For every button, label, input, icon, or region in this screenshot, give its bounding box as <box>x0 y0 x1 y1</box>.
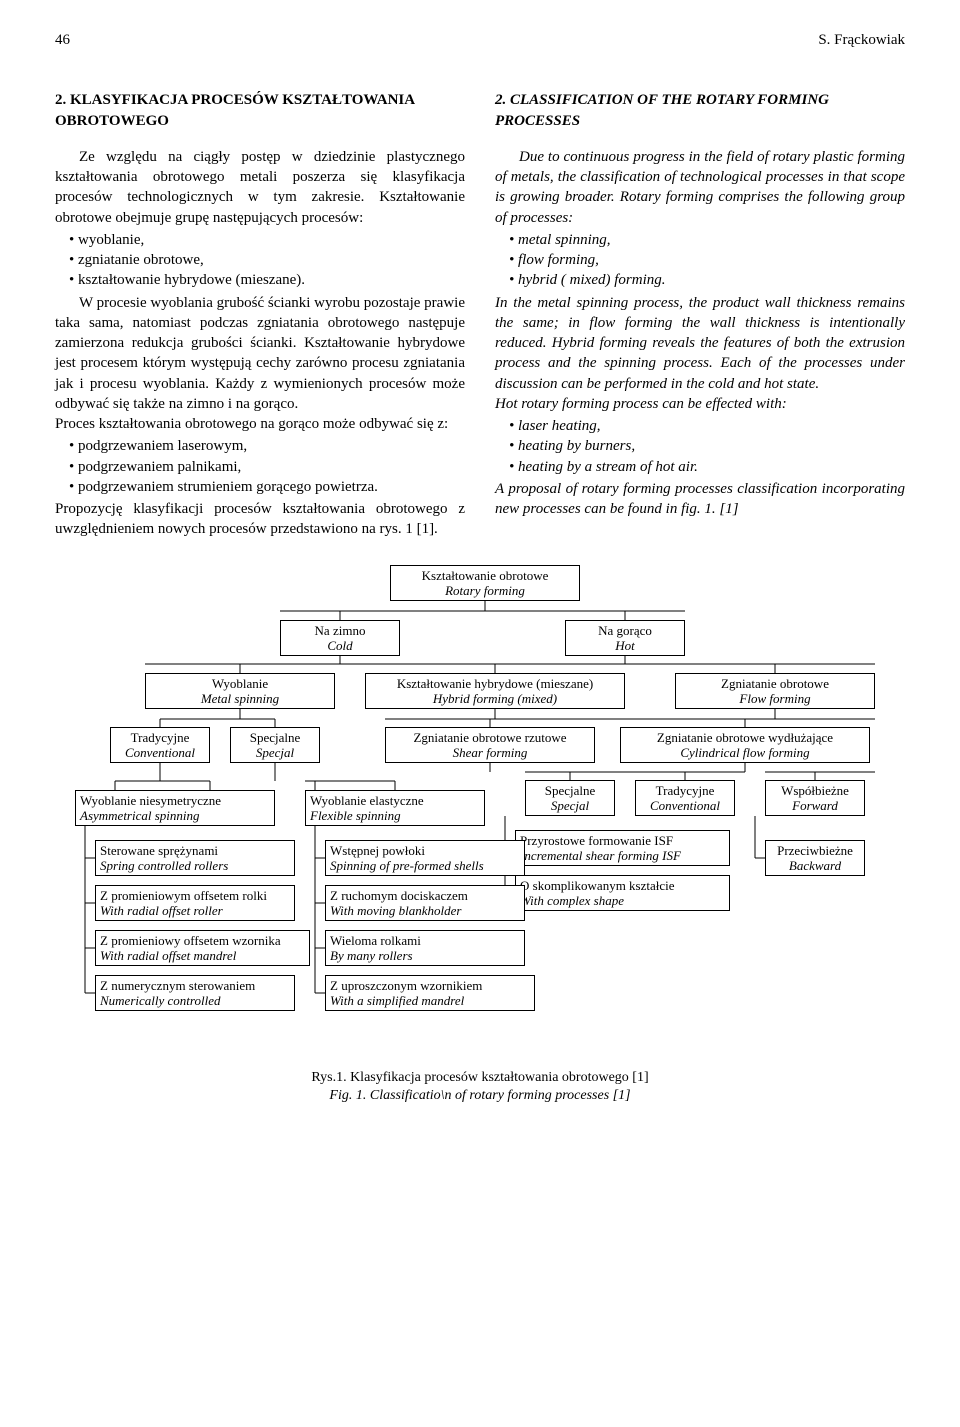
flowchart-node-asym: Wyoblanie niesymetryczneAsymmetrical spi… <box>75 790 275 826</box>
left-bullets2: podgrzewaniem laserowym, podgrzewaniem p… <box>55 436 465 497</box>
flowchart-node-metal: WyoblanieMetal spinning <box>145 673 335 709</box>
left-p2: W procesie wyoblania grubość ścianki wyr… <box>55 293 465 415</box>
figure-caption: Rys.1. Klasyfikacja procesów kształtowan… <box>55 1069 905 1107</box>
flowchart-node-root: Kształtowanie obrotoweRotary forming <box>390 565 580 601</box>
flowchart-node-cyl: Zgniatanie obrotowe wydłużająceCylindric… <box>620 727 870 763</box>
list-item: zgniatanie obrotowe, <box>83 250 465 270</box>
right-p2: In the metal spinning process, the produ… <box>495 293 905 394</box>
caption-line2: Fig. 1. Classificatio\n of rotary formin… <box>55 1087 905 1106</box>
author-name: S. Frąckowiak <box>818 30 905 50</box>
classification-flowchart: Kształtowanie obrotoweRotary forming Na z… <box>55 565 905 1055</box>
flowchart-node-trad: TradycyjneConventional <box>110 727 210 763</box>
left-p1: Ze względu na ciągły postęp w dziedzinie… <box>55 147 465 228</box>
caption-line1: Rys.1. Klasyfikacja procesów kształtowan… <box>55 1069 905 1088</box>
flowchart-node-flow: Zgniatanie obrotoweFlow forming <box>675 673 875 709</box>
left-column: 2. KLASYFIKACJA PROCESÓW KSZTAŁTOWANIA O… <box>55 90 465 539</box>
left-heading: 2. KLASYFIKACJA PROCESÓW KSZTAŁTOWANIA O… <box>55 90 465 131</box>
right-p3: Hot rotary forming process can be effect… <box>495 394 905 414</box>
page-header: 46 S. Frąckowiak <box>55 30 905 50</box>
page-number: 46 <box>55 30 70 50</box>
left-bullets1: wyoblanie, zgniatanie obrotowe, kształto… <box>55 230 465 291</box>
flowchart-node-spec2: SpecjalneSpecjal <box>525 780 615 816</box>
right-bullets2: laser heating, heating by burners, heati… <box>495 416 905 477</box>
right-p4: A proposal of rotary forming processes c… <box>495 479 905 520</box>
list-item: podgrzewaniem laserowym, <box>83 436 465 456</box>
right-bullets1: metal spinning, flow forming, hybrid ( m… <box>495 230 905 291</box>
flowchart-node-many: Wieloma rolkamiBy many rollers <box>325 930 525 966</box>
flowchart-node-shear: Zgniatanie obrotowe rzutoweShear forming <box>385 727 595 763</box>
flowchart-node-simp: Z uproszczonym wzornikiemWith a simplifi… <box>325 975 535 1011</box>
list-item: kształtowanie hybrydowe (mieszane). <box>83 270 465 290</box>
list-item: heating by a stream of hot air. <box>523 457 905 477</box>
flowchart-node-blank: Z ruchomym dociskaczemWith moving blankh… <box>325 885 525 921</box>
flowchart-node-preform: Wstępnej powłokiSpinning of pre-formed s… <box>325 840 525 876</box>
flowchart-node-trad2: TradycyjneConventional <box>635 780 735 816</box>
list-item: podgrzewaniem palnikami, <box>83 457 465 477</box>
list-item: metal spinning, <box>523 230 905 250</box>
list-item: heating by burners, <box>523 436 905 456</box>
left-p4: Propozycję klasyfikacji procesów kształt… <box>55 499 465 540</box>
list-item: podgrzewaniem strumieniem gorącego powie… <box>83 477 465 497</box>
list-item: wyoblanie, <box>83 230 465 250</box>
flowchart-node-hybrid: Kształtowanie hybrydowe (mieszane)Hybrid… <box>365 673 625 709</box>
list-item: flow forming, <box>523 250 905 270</box>
flowchart-node-spring: Sterowane sprężynamiSpring controlled ro… <box>95 840 295 876</box>
flowchart-node-cold: Na zimnoCold <box>280 620 400 656</box>
list-item: laser heating, <box>523 416 905 436</box>
flowchart-node-flex: Wyoblanie elastyczneFlexible spinning <box>305 790 485 826</box>
flowchart-node-complex: O skomplikowanym kształcieWith complex s… <box>515 875 730 911</box>
flowchart-node-offm: Z promieniowy offsetem wzornikaWith radi… <box>95 930 310 966</box>
list-item: hybrid ( mixed) forming. <box>523 270 905 290</box>
flowchart-node-offr: Z promieniowym offsetem rolkiWith radial… <box>95 885 295 921</box>
right-p1: Due to continuous progress in the field … <box>495 147 905 228</box>
right-column: 2. CLASSIFICATION OF THE ROTARY FORMING … <box>495 90 905 539</box>
two-column-body: 2. KLASYFIKACJA PROCESÓW KSZTAŁTOWANIA O… <box>55 90 905 539</box>
flowchart-node-hot: Na gorącoHot <box>565 620 685 656</box>
flowchart-node-spec: SpecjalneSpecjal <box>230 727 320 763</box>
flowchart-node-bwd: PrzeciwbieżneBackward <box>765 840 865 876</box>
flowchart-node-isf: Przyrostowe formowanie ISFIncremental sh… <box>515 830 730 866</box>
left-p3: Proces kształtowania obrotowego na gorąc… <box>55 414 465 434</box>
right-heading: 2. CLASSIFICATION OF THE ROTARY FORMING … <box>495 90 905 131</box>
flowchart-node-fwd: WspółbieżneForward <box>765 780 865 816</box>
flowchart-node-num: Z numerycznym sterowaniemNumerically con… <box>95 975 295 1011</box>
